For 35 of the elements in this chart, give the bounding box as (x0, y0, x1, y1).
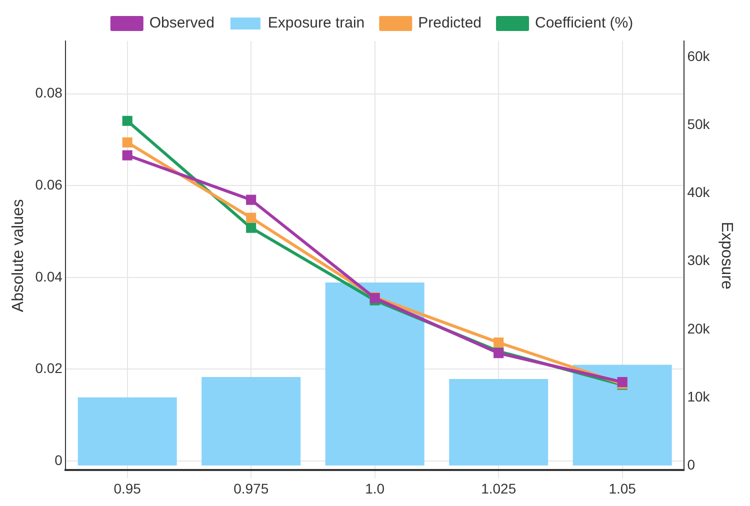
point (246, 194, 256, 205)
y2-tick-label: 60k (687, 48, 711, 64)
y2-tick-label: 0 (687, 456, 696, 472)
y-tick-label: 0.08 (35, 84, 63, 101)
legend-label: Exposure train (268, 14, 365, 32)
bar (449, 379, 548, 466)
y-tick-label: 0.02 (35, 360, 63, 376)
y2-axis-title: Exposure (718, 222, 735, 290)
y2-tick-label: 20k (687, 320, 711, 336)
point (122, 137, 132, 148)
legend-label: Observed (149, 14, 214, 32)
point (246, 212, 256, 223)
y2-tick-label: 50k (687, 116, 711, 132)
bar (78, 397, 177, 466)
bar (202, 377, 301, 466)
point (122, 116, 132, 126)
bar (572, 364, 672, 466)
x-tick-label: 0.95 (114, 480, 142, 496)
x-tick-label: 1.025 (481, 480, 516, 496)
legend-label: Predicted (418, 14, 482, 32)
y-tick-label: 0.06 (35, 176, 63, 192)
y-tick-label: 0 (54, 452, 63, 468)
x-tick-label: 0.975 (234, 480, 269, 496)
point (246, 222, 256, 233)
point (494, 338, 504, 348)
x-tick-label: 1.05 (608, 480, 636, 496)
y2-tick-label: 30k (687, 252, 711, 268)
point (122, 150, 132, 160)
legend-label: Coefficient (%) (535, 14, 634, 32)
y-tick-label: 0.04 (35, 268, 63, 284)
y2-tick-label: 10k (687, 388, 711, 404)
y-axis-title: Absolute values (10, 199, 28, 312)
bar (325, 282, 424, 466)
y2-tick-label: 40k (687, 184, 711, 200)
x-tick-label: 1.0 (365, 480, 385, 496)
